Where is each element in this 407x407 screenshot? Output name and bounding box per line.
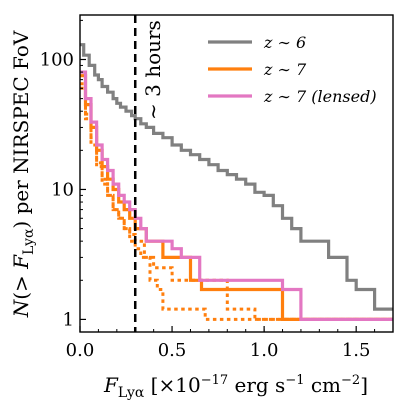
y-axis-label: N(> FLyα) per NIRSPEC FoV (9, 30, 37, 318)
y-tick-label: 100 (40, 49, 74, 70)
series-line-2 (80, 70, 393, 321)
x-axis-label: FLyα [×10−17 erg s−1 cm−2] (103, 373, 368, 401)
vline-annotation: ∼ 3 hours (141, 20, 165, 120)
legend: z ∼ 6 z ∼ 7 z ∼ 7 (lensed) (208, 33, 377, 106)
x-ticks: 0.0 0.5 1.0 1.5 (66, 326, 376, 361)
plot-frame (79, 14, 394, 333)
y-tick-label: 10 (51, 179, 74, 200)
legend-label: z ∼ 6 (263, 33, 306, 52)
x-tick-label: 0.5 (158, 340, 187, 361)
x-tick-label: 1.0 (250, 340, 279, 361)
legend-label: z ∼ 7 (lensed) (263, 87, 377, 106)
legend-label: z ∼ 7 (263, 60, 307, 79)
y-ticks: 1 10 100 (40, 19, 86, 330)
x-tick-label: 1.5 (342, 340, 371, 361)
series-layer (80, 43, 393, 321)
series-line-3 (80, 86, 393, 321)
y-tick-label: 1 (63, 309, 74, 330)
x-tick-label: 0.0 (66, 340, 95, 361)
series-line-0 (80, 43, 393, 311)
